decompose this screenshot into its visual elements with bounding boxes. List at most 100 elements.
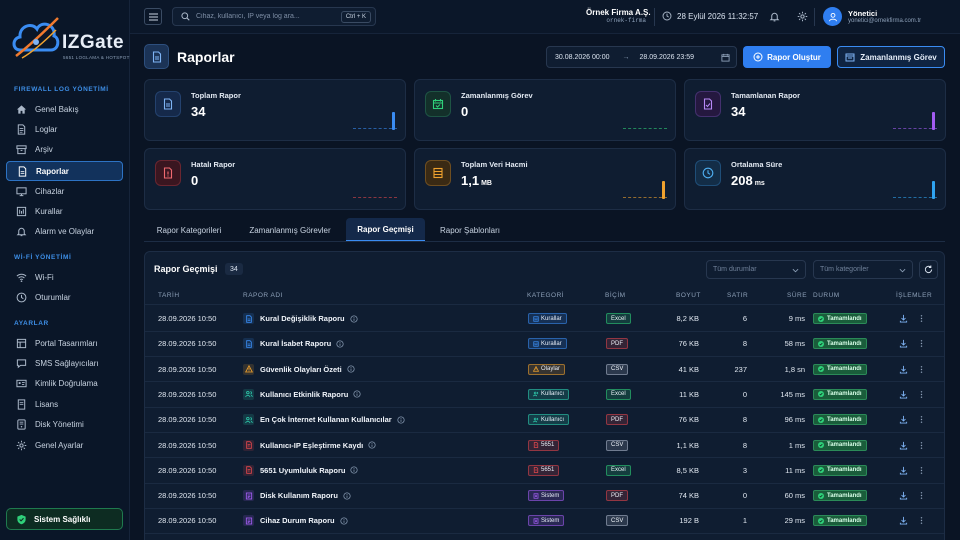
sidebar-item-portal-designs[interactable]: Portal Tasarımları xyxy=(6,333,123,353)
company-selector[interactable]: Örnek Firma A.Ş. ornek-firma xyxy=(586,8,651,24)
report-icon xyxy=(155,91,181,117)
download-icon[interactable] xyxy=(899,491,908,500)
status-filter-select[interactable]: Tüm durumlar xyxy=(706,260,806,279)
report-check-icon xyxy=(695,91,721,117)
more-options-icon[interactable] xyxy=(917,491,926,500)
search-input[interactable] xyxy=(196,13,336,20)
info-icon[interactable] xyxy=(343,492,351,500)
more-options-icon[interactable] xyxy=(917,314,926,323)
download-icon[interactable] xyxy=(899,466,908,475)
tab-report-categories[interactable]: Rapor Kategorileri xyxy=(156,225,222,235)
sidebar-item-archive[interactable]: Arşiv xyxy=(6,139,123,159)
sparkline xyxy=(353,197,397,198)
column-header-report-name[interactable]: RAPOR ADI xyxy=(243,292,283,299)
column-header-date[interactable]: TARİH xyxy=(158,292,180,299)
tab-report-history[interactable]: Rapor Geçmişi xyxy=(346,218,425,242)
download-icon[interactable] xyxy=(899,516,908,525)
more-options-icon[interactable] xyxy=(917,415,926,424)
table-row[interactable]: 28.09.2026 10:50 Cihaz Durum Raporu Sist… xyxy=(145,508,944,533)
user-menu[interactable]: Yönetici yonetici@ornekfirma.com.tr xyxy=(823,7,921,26)
more-options-icon[interactable] xyxy=(917,339,926,348)
sidebar-item-wifi[interactable]: Wi-Fi xyxy=(6,267,123,287)
format-badge: Excel xyxy=(606,464,631,476)
sidebar-item-reports[interactable]: Raporlar xyxy=(6,161,123,181)
sidebar-item-rules[interactable]: Kurallar xyxy=(6,201,123,221)
sidebar-item-sms-providers[interactable]: SMS Sağlayıcıları xyxy=(6,353,123,373)
chevron-down-icon xyxy=(792,267,799,274)
download-icon[interactable] xyxy=(899,390,908,399)
download-icon[interactable] xyxy=(899,415,908,424)
scheduled-task-button[interactable]: Zamanlanmış Görev xyxy=(837,46,945,68)
column-header-rows[interactable]: SATIR xyxy=(727,292,749,299)
cell-report-name[interactable]: 5651 Uyumluluk Raporu xyxy=(243,458,359,483)
sidebar-item-sessions[interactable]: Oturumlar xyxy=(6,287,123,307)
brand-logo[interactable]: IZGate 5651 LOGLAMA & HOTSPOT xyxy=(10,12,129,68)
info-icon[interactable] xyxy=(347,365,355,373)
global-search[interactable]: Ctrl + K xyxy=(172,7,376,26)
cell-report-name[interactable]: Kullanıcı Etkinlik Raporu xyxy=(243,382,361,407)
info-icon[interactable] xyxy=(340,517,348,525)
category-badge: Kullanıcı xyxy=(528,414,570,426)
table-row[interactable]: 28.09.2026 10:50 Kural İsabet Raporu Kur… xyxy=(145,331,944,356)
more-options-icon[interactable] xyxy=(917,441,926,450)
more-options-icon[interactable] xyxy=(917,466,926,475)
category-filter-select[interactable]: Tüm kategoriler xyxy=(813,260,913,279)
sidebar-item-label: Kurallar xyxy=(35,206,63,216)
table-row[interactable]: 28.09.2026 10:50 Güvenlik Olayları Özeti… xyxy=(145,357,944,382)
sidebar-item-license[interactable]: Lisans xyxy=(6,394,123,414)
info-icon[interactable] xyxy=(368,441,376,449)
report-name: En Çok İnternet Kullanan Kullanıcılar xyxy=(260,415,392,425)
sidebar-item-disk[interactable]: Disk Yönetimi xyxy=(6,414,123,434)
format-badge: Excel xyxy=(606,388,631,400)
cell-report-name[interactable]: Kullanıcı-IP Eşleştirme Kaydı xyxy=(243,433,376,458)
sidebar-item-authentication[interactable]: Kimlik Doğrulama xyxy=(6,373,123,393)
more-options-icon[interactable] xyxy=(917,516,926,525)
download-icon[interactable] xyxy=(899,339,908,348)
user-name: Yönetici xyxy=(848,9,878,18)
table-row[interactable]: 28.09.2026 10:50 En Çok İnternet Kullana… xyxy=(145,407,944,432)
info-icon[interactable] xyxy=(353,390,361,398)
tab-report-templates[interactable]: Rapor Şablonları xyxy=(439,225,501,235)
cell-report-name[interactable]: Cihaz Durum Raporu xyxy=(243,508,348,533)
more-options-icon[interactable] xyxy=(917,365,926,374)
table-row[interactable]: 28.09.2026 10:50 Disk Kullanım Raporu Si… xyxy=(145,483,944,508)
table-row[interactable]: 28.09.2026 10:50 5651 Uyumluluk Raporu 5… xyxy=(145,458,944,483)
cell-actions xyxy=(899,306,926,331)
sidebar-item-alarms[interactable]: Alarm ve Olaylar xyxy=(6,221,123,241)
menu-toggle-button[interactable] xyxy=(144,8,162,25)
table-row[interactable]: 28.09.2026 10:50 Kullanıcı-IP Eşleştirme… xyxy=(145,433,944,458)
cell-report-name[interactable]: Disk Kullanım Raporu xyxy=(243,483,351,508)
cell-report-name[interactable]: Kural Değişiklik Raporu xyxy=(243,306,358,331)
tab-scheduled-tasks[interactable]: Zamanlanmış Görevler xyxy=(249,225,331,235)
info-icon[interactable] xyxy=(336,340,344,348)
column-header-format[interactable]: BİÇİM xyxy=(605,292,626,299)
refresh-button[interactable] xyxy=(919,260,938,279)
cell-report-name[interactable]: En Çok İnternet Kullanan Kullanıcılar xyxy=(243,407,405,432)
cell-category: 5651 xyxy=(528,458,560,483)
download-icon[interactable] xyxy=(899,365,908,374)
download-icon[interactable] xyxy=(899,314,908,323)
more-options-icon[interactable] xyxy=(917,390,926,399)
download-icon[interactable] xyxy=(899,441,908,450)
system-health-status[interactable]: Sistem Sağlıklı xyxy=(6,508,123,530)
sidebar-item-overview[interactable]: Genel Bakış xyxy=(6,99,123,119)
column-header-status[interactable]: DURUM xyxy=(813,292,840,299)
cell-report-name[interactable]: Güvenlik Olayları Özeti xyxy=(243,357,355,382)
column-header-duration[interactable]: SÜRE xyxy=(787,292,808,299)
create-report-button[interactable]: Rapor Oluştur xyxy=(743,46,831,68)
stat-label: Hatalı Rapor xyxy=(191,160,236,169)
table-row[interactable]: 28.09.2026 10:50 Kullanıcı Etkinlik Rapo… xyxy=(145,382,944,407)
date-range-picker[interactable]: 30.08.2026 00:00 → 28.09.2026 23:59 xyxy=(546,46,737,68)
column-header-size[interactable]: BOYUT xyxy=(676,292,701,299)
column-header-category[interactable]: KATEGORİ xyxy=(527,292,565,299)
sidebar-item-devices[interactable]: Cihazlar xyxy=(6,181,123,201)
info-icon[interactable] xyxy=(350,314,358,323)
info-icon[interactable] xyxy=(350,466,359,474)
notifications-bell-icon[interactable] xyxy=(769,11,780,22)
cell-report-name[interactable]: Kural İsabet Raporu xyxy=(243,331,344,356)
settings-gear-icon[interactable] xyxy=(797,11,808,22)
sidebar-item-logs[interactable]: Loglar xyxy=(6,119,123,139)
info-icon[interactable] xyxy=(397,416,405,424)
sidebar-item-general-settings[interactable]: Genel Ayarlar xyxy=(6,435,123,455)
table-row[interactable]: 28.09.2026 10:50 Kural Değişiklik Raporu… xyxy=(145,306,944,331)
